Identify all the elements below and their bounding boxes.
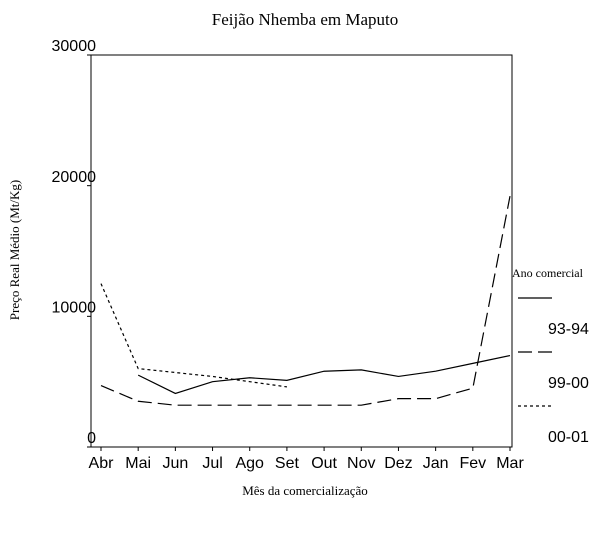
plot-frame bbox=[90, 54, 513, 448]
legend-label: 99-00 bbox=[548, 375, 589, 392]
x-tick-label: Set bbox=[275, 455, 300, 472]
chart-title: Feijão Nhemba em Maputo bbox=[212, 10, 399, 29]
y-tick-label: 30000 bbox=[52, 38, 97, 55]
y-tick-label: 20000 bbox=[52, 169, 97, 186]
legend-label: 93-94 bbox=[548, 321, 589, 338]
line-series bbox=[137, 354, 511, 395]
legend-title: Ano comercial bbox=[512, 266, 584, 280]
legend-label: 00-01 bbox=[548, 429, 589, 446]
x-tick-label: Nov bbox=[347, 455, 375, 472]
x-tick-label: Mai bbox=[125, 455, 151, 472]
x-tick-label: Abr bbox=[89, 455, 115, 472]
x-tick-label: Dez bbox=[384, 455, 412, 472]
y-tick-label: 10000 bbox=[52, 300, 97, 317]
x-tick-label: Out bbox=[311, 455, 337, 472]
line-series bbox=[100, 283, 287, 388]
x-axis-title: Mês da comercialização bbox=[242, 483, 368, 498]
y-axis-title: Preço Real Médio (Mt/Kg) bbox=[7, 180, 22, 320]
x-tick-label: Jul bbox=[202, 455, 222, 472]
x-tick-label: Mar bbox=[496, 455, 524, 472]
x-tick-label: Ago bbox=[235, 455, 264, 472]
x-tick-label: Fev bbox=[459, 455, 486, 472]
line-series bbox=[100, 196, 511, 406]
x-tick-label: Jan bbox=[423, 455, 449, 472]
y-tick-label: 0 bbox=[87, 430, 96, 447]
x-tick-label: Jun bbox=[162, 455, 188, 472]
